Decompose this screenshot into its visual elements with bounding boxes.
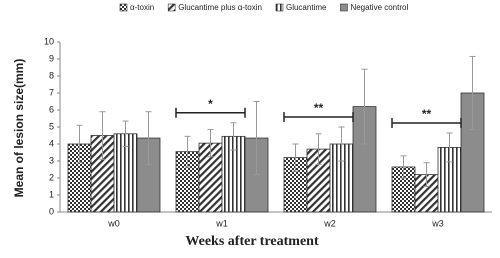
legend-label: α-toxin xyxy=(130,3,154,12)
x-axis-title: Weeks after treatment xyxy=(185,234,319,249)
y-tick-label: 2 xyxy=(49,172,54,182)
y-tick-label: 5 xyxy=(49,121,54,131)
y-tick-label: 0 xyxy=(49,206,54,216)
significance-label: ** xyxy=(422,107,432,121)
y-tick-label: 7 xyxy=(49,87,54,97)
legend-swatch xyxy=(275,3,284,12)
y-tick-label: 1 xyxy=(49,189,54,199)
legend-swatch xyxy=(340,3,348,12)
y-axis-title: Mean of lesion size(mm) xyxy=(12,59,26,198)
y-tick-label: 6 xyxy=(49,104,54,114)
y-tick-label: 4 xyxy=(49,138,54,148)
significance-label: ** xyxy=(314,101,324,115)
legend-label: Negative control xyxy=(350,3,408,12)
y-tick-label: 9 xyxy=(49,53,54,63)
legend-swatch xyxy=(119,3,128,12)
x-tick-label: w3 xyxy=(431,218,444,228)
x-tick-label: w1 xyxy=(215,218,228,228)
y-tick-label: 8 xyxy=(49,70,54,80)
legend-label: Glucantime xyxy=(286,3,327,12)
legend-swatch xyxy=(167,3,176,12)
significance-label: * xyxy=(208,97,213,111)
x-tick-label: w2 xyxy=(323,218,336,228)
legend-label: Glucantime plus α-toxin xyxy=(178,3,262,12)
y-tick-label: 3 xyxy=(49,155,54,165)
y-tick-label: 10 xyxy=(44,36,54,46)
x-tick-label: w0 xyxy=(107,218,120,228)
